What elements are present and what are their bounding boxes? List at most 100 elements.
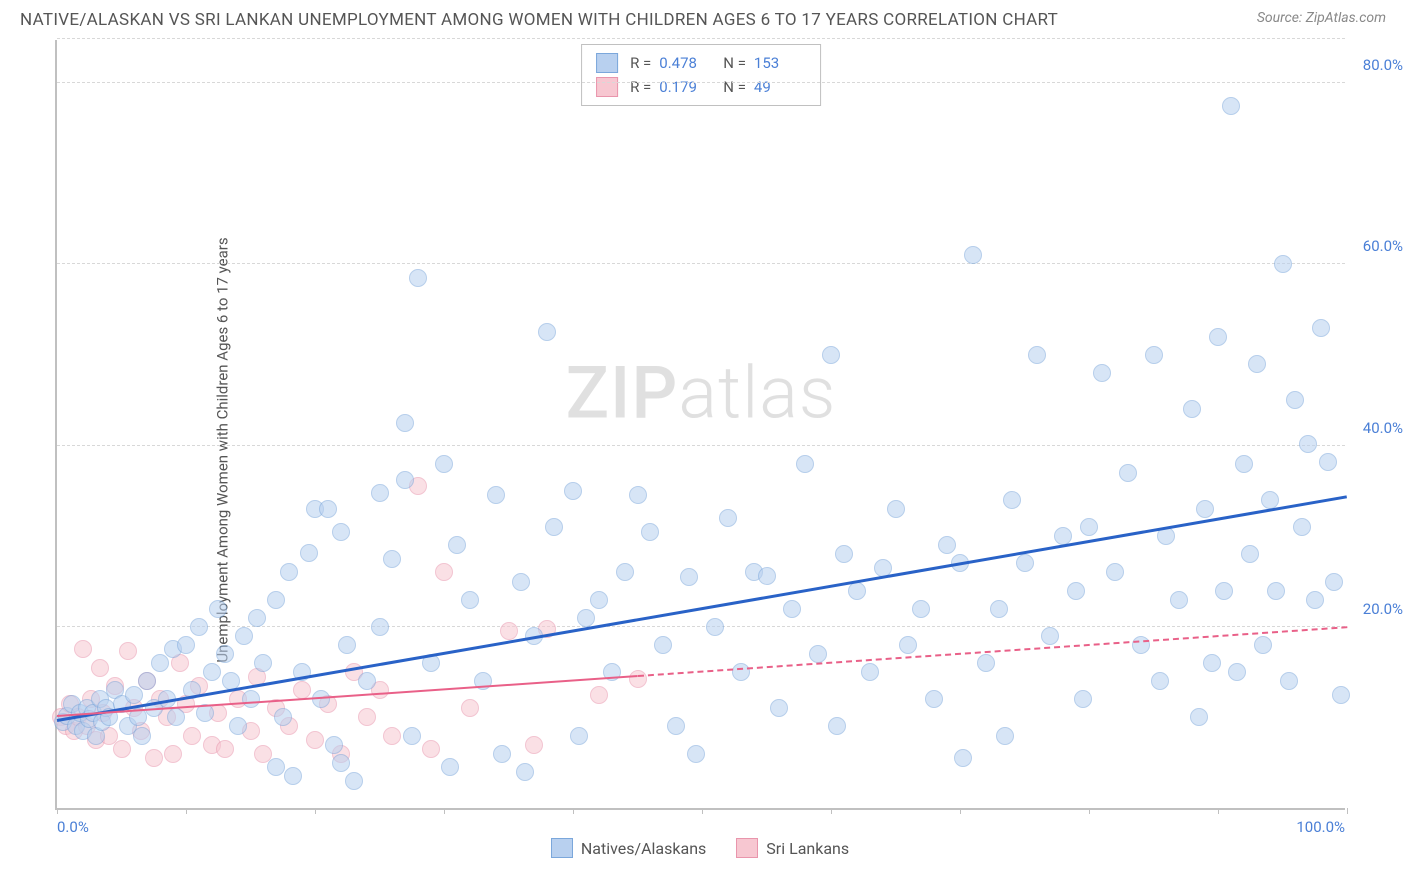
- legend-swatch: [736, 838, 758, 858]
- scatter-point-series1: [570, 727, 588, 745]
- legend-stat-row: R =0.478N =153: [596, 51, 806, 75]
- scatter-point-series1: [938, 536, 956, 554]
- r-value: 0.179: [659, 78, 711, 96]
- scatter-point-series1: [319, 500, 337, 518]
- y-tick-label: 40.0%: [1363, 419, 1403, 437]
- scatter-point-series1: [1280, 672, 1298, 690]
- scatter-point-series2: [435, 563, 453, 581]
- scatter-point-series2: [590, 686, 608, 704]
- y-tick-label: 60.0%: [1363, 237, 1403, 255]
- scatter-point-series1: [409, 269, 427, 287]
- scatter-point-series2: [91, 659, 109, 677]
- n-value: 153: [754, 54, 806, 72]
- scatter-point-series1: [1286, 391, 1304, 409]
- x-tick-label: 0.0%: [57, 818, 89, 836]
- scatter-point-series1: [899, 636, 917, 654]
- scatter-point-series1: [1312, 319, 1330, 337]
- scatter-point-series1: [1190, 708, 1208, 726]
- gridline: [57, 82, 1345, 83]
- scatter-point-series1: [203, 663, 221, 681]
- scatter-point-series1: [590, 591, 608, 609]
- legend-swatch: [551, 838, 573, 858]
- scatter-point-series1: [1183, 400, 1201, 418]
- scatter-point-series1: [1209, 328, 1227, 346]
- r-label: R =: [630, 78, 651, 96]
- scatter-point-series1: [358, 672, 376, 690]
- scatter-point-series1: [809, 645, 827, 663]
- scatter-point-series1: [822, 346, 840, 364]
- scatter-point-series1: [538, 323, 556, 341]
- scatter-point-series1: [954, 749, 972, 767]
- scatter-point-series1: [435, 455, 453, 473]
- x-tick: [1218, 808, 1219, 814]
- scatter-point-series1: [461, 591, 479, 609]
- y-tick-label: 20.0%: [1363, 600, 1403, 618]
- scatter-point-series2: [358, 708, 376, 726]
- scatter-point-series1: [770, 699, 788, 717]
- scatter-point-series1: [706, 618, 724, 636]
- n-label: N =: [723, 54, 746, 72]
- scatter-point-series1: [151, 654, 169, 672]
- scatter-point-series2: [629, 670, 647, 688]
- x-tick: [57, 808, 58, 814]
- scatter-point-series1: [861, 663, 879, 681]
- scatter-point-series2: [461, 699, 479, 717]
- scatter-point-series1: [629, 486, 647, 504]
- scatter-point-series1: [1241, 545, 1259, 563]
- legend-label: Natives/Alaskans: [581, 839, 706, 858]
- scatter-point-series1: [267, 758, 285, 776]
- x-tick: [1089, 808, 1090, 814]
- scatter-point-series1: [267, 591, 285, 609]
- source-label: Source: ZipAtlas.com: [1257, 10, 1386, 26]
- scatter-point-series1: [1215, 582, 1233, 600]
- scatter-point-series1: [371, 618, 389, 636]
- x-tick-label: 100.0%: [1296, 818, 1345, 836]
- scatter-point-series1: [138, 672, 156, 690]
- scatter-point-series1: [641, 523, 659, 541]
- scatter-point-series1: [1306, 591, 1324, 609]
- scatter-point-series1: [1293, 518, 1311, 536]
- legend-stat-row: R = 0.179 N = 49: [596, 75, 806, 99]
- scatter-point-series1: [396, 414, 414, 432]
- chart-container: Unemployment Among Women with Children A…: [0, 40, 1406, 860]
- scatter-point-series1: [338, 636, 356, 654]
- legend-series: Natives/Alaskans Sri Lankans: [55, 838, 1345, 858]
- scatter-point-series1: [719, 509, 737, 527]
- scatter-point-series1: [403, 727, 421, 745]
- scatter-point-series1: [1074, 690, 1092, 708]
- scatter-point-series1: [1222, 97, 1240, 115]
- gridline: [57, 38, 1345, 39]
- scatter-point-series1: [1106, 563, 1124, 581]
- scatter-point-series1: [177, 636, 195, 654]
- scatter-point-series1: [371, 484, 389, 502]
- scatter-point-series2: [183, 727, 201, 745]
- scatter-point-series1: [545, 518, 563, 536]
- x-tick: [186, 808, 187, 814]
- scatter-point-series1: [133, 727, 151, 745]
- scatter-point-series1: [990, 600, 1008, 618]
- scatter-point-series1: [1119, 464, 1137, 482]
- scatter-point-series2: [113, 740, 131, 758]
- scatter-point-series1: [1332, 686, 1350, 704]
- scatter-point-series1: [828, 717, 846, 735]
- scatter-point-series1: [125, 686, 143, 704]
- scatter-point-series1: [325, 736, 343, 754]
- scatter-point-series1: [996, 727, 1014, 745]
- scatter-point-series1: [964, 246, 982, 264]
- scatter-point-series1: [383, 550, 401, 568]
- scatter-point-series2: [306, 731, 324, 749]
- gridline: [57, 626, 1345, 627]
- scatter-point-series1: [332, 754, 350, 772]
- scatter-point-series1: [1261, 491, 1279, 509]
- scatter-point-series1: [216, 645, 234, 663]
- n-value: 49: [754, 78, 806, 96]
- scatter-point-series1: [835, 545, 853, 563]
- x-tick: [573, 808, 574, 814]
- scatter-point-series2: [293, 681, 311, 699]
- legend-item: Sri Lankans: [736, 838, 849, 858]
- scatter-point-series1: [887, 500, 905, 518]
- scatter-point-series1: [1093, 364, 1111, 382]
- scatter-point-series1: [1151, 672, 1169, 690]
- scatter-point-series1: [1203, 654, 1221, 672]
- n-label: N =: [723, 78, 746, 96]
